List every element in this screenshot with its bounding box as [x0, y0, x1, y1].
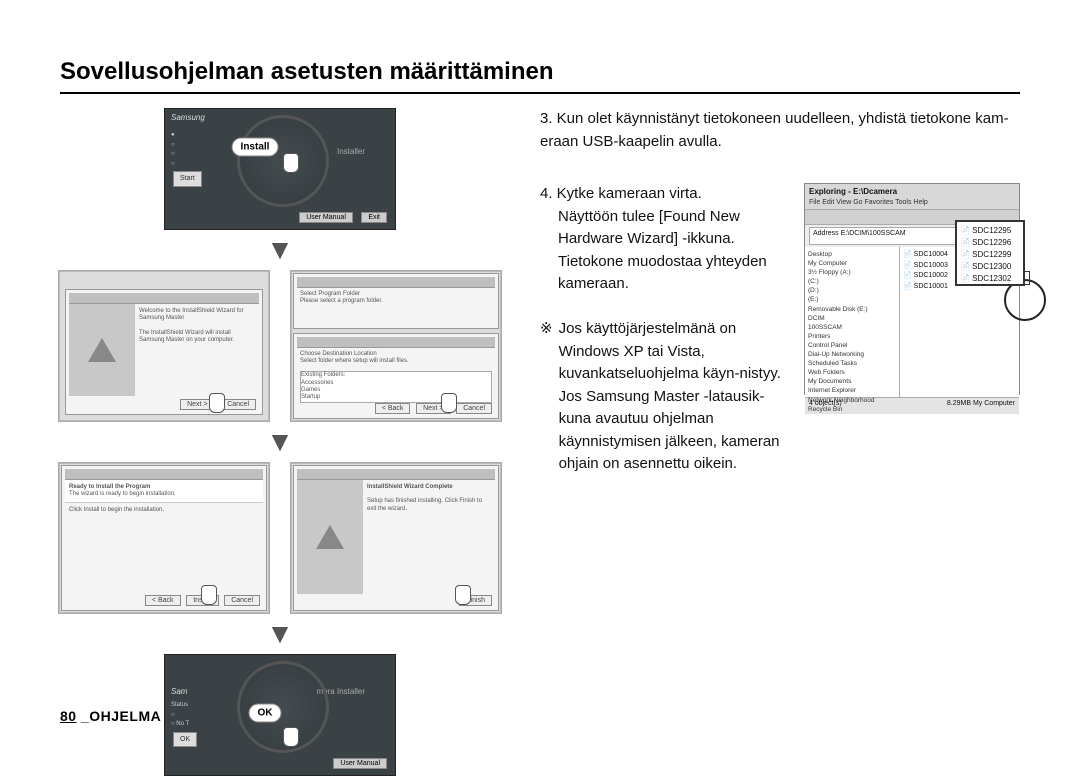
tree-item: (D:) — [808, 286, 896, 295]
explorer-title: Exploring - E:\Dcamera — [809, 186, 1015, 198]
installer-bottom-buttons: User Manual — [331, 752, 389, 771]
footer-label: OHJELMA — [89, 708, 161, 724]
tree-item: Control Panel — [808, 341, 896, 350]
note-marker: ※ — [540, 318, 553, 476]
left-column: Samsung Installer ●○○○Start Install User… — [60, 108, 500, 776]
wizard-screenshot-complete: InstallShield Wizard Complete Setup has … — [290, 462, 502, 614]
page-title: Sovellusohjelman asetusten määrittäminen — [60, 58, 1020, 94]
zoom-file-item: 📄 SDC12299 — [960, 249, 1020, 261]
step-4-line2: Näyttöön tulee [Found New Hardware Wizar… — [540, 206, 790, 296]
page-footer: 80 _OHJELMA — [60, 708, 161, 724]
status-right: 8.29MB My Computer — [947, 399, 1015, 410]
tree-item: (C:) — [808, 277, 896, 286]
tree-item: Web Folders — [808, 368, 896, 377]
step-3-text: 3. Kun olet käynnistänyt tietokoneen uud… — [540, 108, 1020, 153]
tree-item: DCIM — [808, 314, 896, 323]
wizard-screenshot-ready: Ready to Install the Program The wizard … — [58, 462, 270, 614]
address-label: Address — [813, 230, 839, 237]
address-value: E:\DCIM\100SSCAM — [841, 230, 906, 237]
tree-item: My Computer — [808, 259, 896, 268]
installer-menu-stub: Status○○ No TOK — [171, 701, 221, 749]
installer-bottom-buttons: User Manual Exit — [297, 206, 389, 225]
installer-menu-stub: ●○○○Start — [171, 131, 221, 189]
note-text: Jos käyttöjärjestelmänä on Windows XP ta… — [559, 318, 790, 476]
step-4-line1: 4. Kytke kameraan virta. — [540, 183, 790, 206]
status-objects: 4 object(s) — [809, 400, 842, 407]
down-arrow-icon: ▼ — [266, 234, 294, 266]
explorer-menu: File Edit View Go Favorites Tools Help — [809, 198, 1015, 209]
installer-suffix: Installer — [337, 147, 365, 156]
wizard-screenshot-location: Select Program FolderPlease select a pro… — [290, 270, 502, 422]
install-badge: Install — [232, 138, 279, 157]
tree-item: Printers — [808, 332, 896, 341]
ok-badge: OK — [249, 704, 282, 723]
tree-item: Scheduled Tasks — [808, 359, 896, 368]
cursor-icon — [283, 727, 299, 747]
tree-item: (E:) — [808, 295, 896, 304]
wizard-screenshot-welcome: Welcome to the InstallShield Wizard for … — [58, 270, 270, 422]
zoom-file-item: 📄 SDC12295 — [960, 225, 1020, 237]
tree-item: 100SSCAM — [808, 323, 896, 332]
tree-item: My Documents — [808, 377, 896, 386]
tree-item: Dial-Up Networking — [808, 350, 896, 359]
tree-item: Internet Explorer — [808, 386, 896, 395]
zoom-file-item: 📄 SDC12296 — [960, 237, 1020, 249]
down-arrow-icon: ▼ — [266, 618, 294, 650]
explorer-screenshot: Exploring - E:\Dcamera File Edit View Go… — [804, 183, 1020, 395]
right-column: 3. Kun olet käynnistänyt tietokoneen uud… — [540, 108, 1020, 776]
zoom-inset: 📄 SDC12295📄 SDC12296📄 SDC12299📄 SDC12300… — [955, 220, 1025, 286]
installer-screenshot-2: Sam mera Installer Status○○ No TOK OK Us… — [164, 654, 396, 776]
zoom-file-item: 📄 SDC12302 — [960, 273, 1020, 285]
tree-item: Removable Disk (E:) — [808, 305, 896, 314]
brand-label: Samsung — [171, 113, 205, 122]
zoom-file-item: 📄 SDC12300 — [960, 261, 1020, 273]
tree-item: Desktop — [808, 250, 896, 259]
down-arrow-icon: ▼ — [266, 426, 294, 458]
page-number: 80 — [60, 708, 77, 724]
folder-tree: Desktop My Computer 3½ Floppy (A:) (C:) … — [805, 247, 900, 397]
cursor-icon — [283, 153, 299, 173]
tree-item: 3½ Floppy (A:) — [808, 268, 896, 277]
brand-label-partial: Sam — [171, 687, 187, 696]
installer-screenshot-1: Samsung Installer ●○○○Start Install User… — [164, 108, 396, 230]
